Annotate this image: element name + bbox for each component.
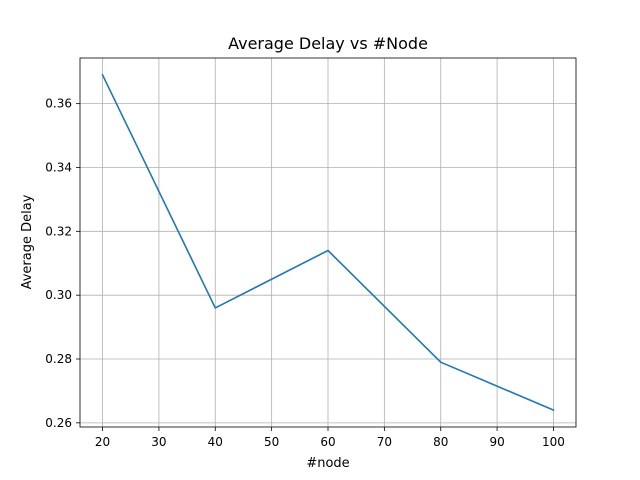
x-tick-label: 100 xyxy=(542,435,565,449)
y-tick-label: 0.36 xyxy=(45,97,72,111)
x-tick-label: 60 xyxy=(320,435,335,449)
y-axis-label: Average Delay xyxy=(20,194,35,289)
y-tick-label: 0.26 xyxy=(45,416,72,430)
x-tick-label: 20 xyxy=(95,435,110,449)
x-tick-label: 50 xyxy=(264,435,279,449)
x-axis-ticks: 20 30 40 50 60 70 80 90 100 xyxy=(95,427,565,449)
x-tick-label: 40 xyxy=(208,435,223,449)
y-tick-label: 0.28 xyxy=(45,352,72,366)
y-tick-label: 0.34 xyxy=(45,160,72,174)
x-tick-label: 70 xyxy=(377,435,392,449)
x-tick-label: 30 xyxy=(151,435,166,449)
series-layer xyxy=(101,73,555,412)
y-axis-ticks: 0.26 0.28 0.30 0.32 0.34 0.36 xyxy=(45,97,80,430)
chart-title: Average Delay vs #Node xyxy=(228,34,428,53)
grid xyxy=(80,58,576,427)
y-tick-label: 0.32 xyxy=(45,224,72,238)
series-line-1 xyxy=(101,73,555,412)
y-tick-label: 0.30 xyxy=(45,288,72,302)
x-tick-label: 80 xyxy=(433,435,448,449)
x-axis-label: #node xyxy=(306,456,349,471)
x-tick-label: 90 xyxy=(489,435,504,449)
